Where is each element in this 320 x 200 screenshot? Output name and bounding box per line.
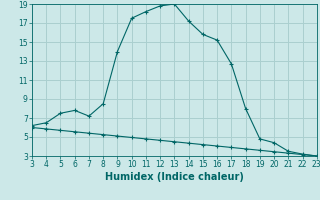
X-axis label: Humidex (Indice chaleur): Humidex (Indice chaleur) <box>105 172 244 182</box>
